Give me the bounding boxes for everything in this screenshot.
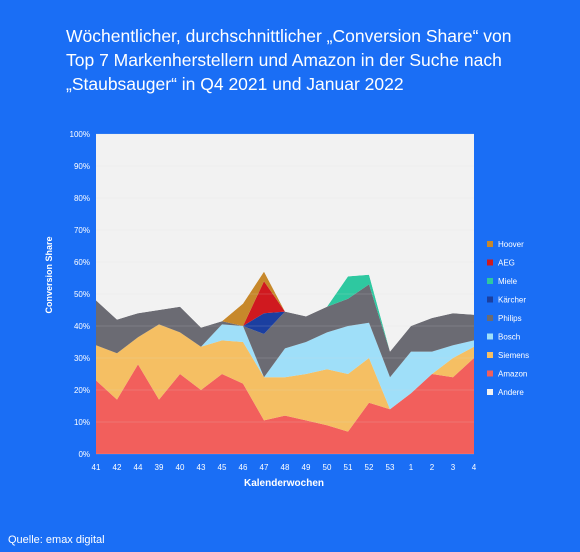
y-tick-label: 80% [74, 194, 90, 203]
y-tick-label: 40% [74, 322, 90, 331]
legend-label: Andere [498, 388, 524, 397]
x-tick-label: 52 [365, 463, 374, 472]
x-tick-label: 46 [239, 463, 248, 472]
x-tick-label: 47 [260, 463, 269, 472]
x-tick-label: 53 [386, 463, 395, 472]
legend-label: AEG [498, 259, 515, 268]
y-tick-label: 90% [74, 162, 90, 171]
y-tick-label: 10% [74, 418, 90, 427]
title-line-2: Top 7 Markenherstellern und Amazon in de… [66, 50, 502, 70]
x-tick-label: 40 [176, 463, 185, 472]
title-line-3: „Staubsauger“ in Q4 2021 und Januar 2022 [66, 74, 404, 94]
y-tick-label: 70% [74, 226, 90, 235]
legend-swatch [487, 278, 493, 284]
x-tick-label: 3 [451, 463, 456, 472]
area-philips [96, 284, 474, 378]
x-tick-label: 45 [218, 463, 227, 472]
x-tick-label: 49 [302, 463, 311, 472]
x-tick-label: 2 [430, 463, 435, 472]
chart-title: Wöchentlicher, durchschnittlicher „Conve… [66, 24, 536, 96]
legend-label: Siemens [498, 351, 529, 360]
x-axis-label: Kalenderwochen [244, 478, 324, 489]
y-tick-label: 20% [74, 386, 90, 395]
y-tick-label: 60% [74, 258, 90, 267]
x-tick-label: 41 [92, 463, 101, 472]
legend-swatch [487, 352, 493, 358]
x-tick-label: 39 [155, 463, 164, 472]
x-tick-label: 50 [323, 463, 332, 472]
legend-label: Amazon [498, 370, 527, 379]
x-tick-label: 43 [197, 463, 206, 472]
series-areas [96, 133, 474, 455]
area-siemens [96, 324, 474, 432]
x-tick-label: 4 [472, 463, 477, 472]
legend-swatch [487, 241, 493, 247]
x-tick-label: 1 [409, 463, 414, 472]
x-tick-label: 51 [344, 463, 353, 472]
source-note: Quelle: emax digital [8, 534, 105, 546]
legend-label: Bosch [498, 333, 520, 342]
area-andere [96, 134, 474, 352]
legend-swatch [487, 370, 493, 377]
title-line-1: Wöchentlicher, durchschnittlicher „Conve… [66, 26, 512, 46]
area-bosch [96, 322, 474, 410]
legend-swatch [487, 389, 493, 395]
legend-label: Kärcher [498, 296, 526, 305]
legend-label: Philips [498, 314, 522, 323]
y-axis-label: Conversion Share [44, 236, 54, 313]
legend-swatch [487, 259, 493, 266]
legend-swatch [487, 315, 493, 321]
y-tick-label: 30% [74, 354, 90, 363]
legend: Hoover AEG Miele Kärcher Philips Bosch Siemens… [487, 240, 529, 397]
y-axis-ticks: 0% 10% 20% 30% 40% 50% 60% 70% 80% 90% 100% [70, 130, 90, 459]
y-tick-label: 50% [74, 290, 90, 299]
y-tick-label: 100% [70, 130, 90, 139]
x-tick-label: 42 [113, 463, 122, 472]
legend-swatch [487, 333, 493, 340]
x-tick-label: 44 [134, 463, 143, 472]
legend-swatch [487, 296, 493, 303]
y-tick-label: 0% [78, 450, 90, 459]
legend-label: Hoover [498, 240, 524, 249]
x-axis-ticks: 41 42 44 39 40 43 45 46 47 48 49 50 51 52 53 1 2 3 4 [92, 463, 477, 472]
legend-label: Miele [498, 277, 518, 286]
x-tick-label: 48 [281, 463, 290, 472]
